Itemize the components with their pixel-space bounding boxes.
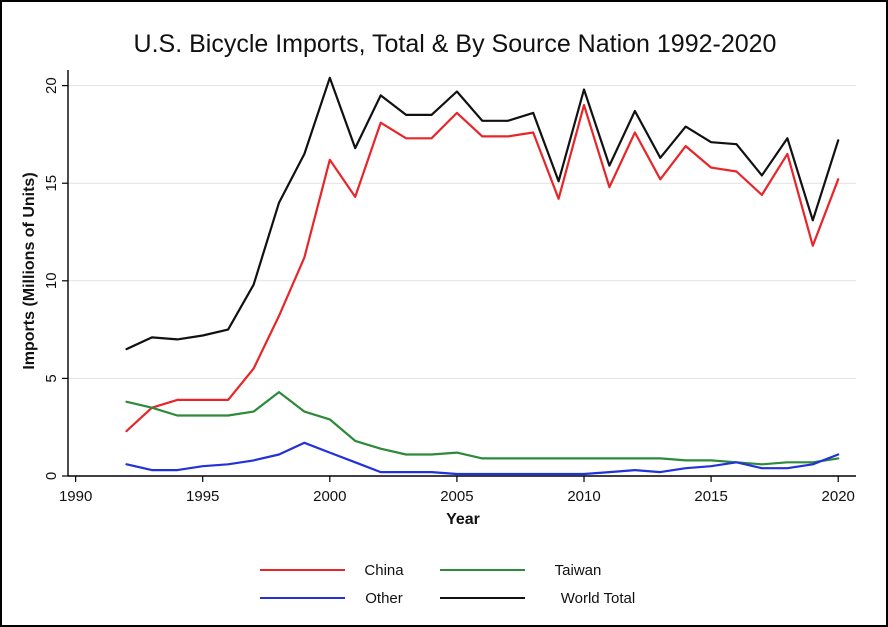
legend-label-taiwan: Taiwan [555, 562, 602, 579]
x-tick-label-2010: 2010 [567, 488, 600, 505]
series-line-other [125, 441, 840, 476]
legend: China Taiwan Other World Total [260, 562, 635, 607]
y-tick-label-0: 0 [43, 472, 60, 480]
series-lines [125, 76, 840, 476]
x-axis-label: Year [446, 511, 480, 528]
x-tick-label-2000: 2000 [313, 488, 346, 505]
chart-title: U.S. Bicycle Imports, Total & By Source … [134, 30, 777, 58]
legend-label-other: Other [365, 590, 403, 607]
axes: 0 5 10 15 20 1990 1995 2000 2005 2010 2015 2020 [43, 70, 856, 505]
legend-label-world-total: World Total [561, 590, 635, 607]
y-tick-label-5: 5 [43, 374, 60, 382]
y-tick-label-15: 15 [43, 175, 60, 192]
y-tick-label-20: 20 [43, 77, 60, 94]
x-tick-label-1995: 1995 [186, 488, 219, 505]
series-line-world-total [125, 76, 840, 351]
y-tick-label-10: 10 [43, 272, 60, 289]
y-axis-label: Imports (Millions of Units) [21, 172, 38, 369]
x-tick-label-2005: 2005 [440, 488, 473, 505]
x-tick-label-1990: 1990 [59, 488, 92, 505]
x-tick-label-2015: 2015 [694, 488, 727, 505]
legend-label-china: China [364, 562, 404, 579]
series-line-taiwan [125, 391, 840, 466]
x-tick-label-2020: 2020 [822, 488, 855, 505]
series-line-china [125, 103, 840, 433]
